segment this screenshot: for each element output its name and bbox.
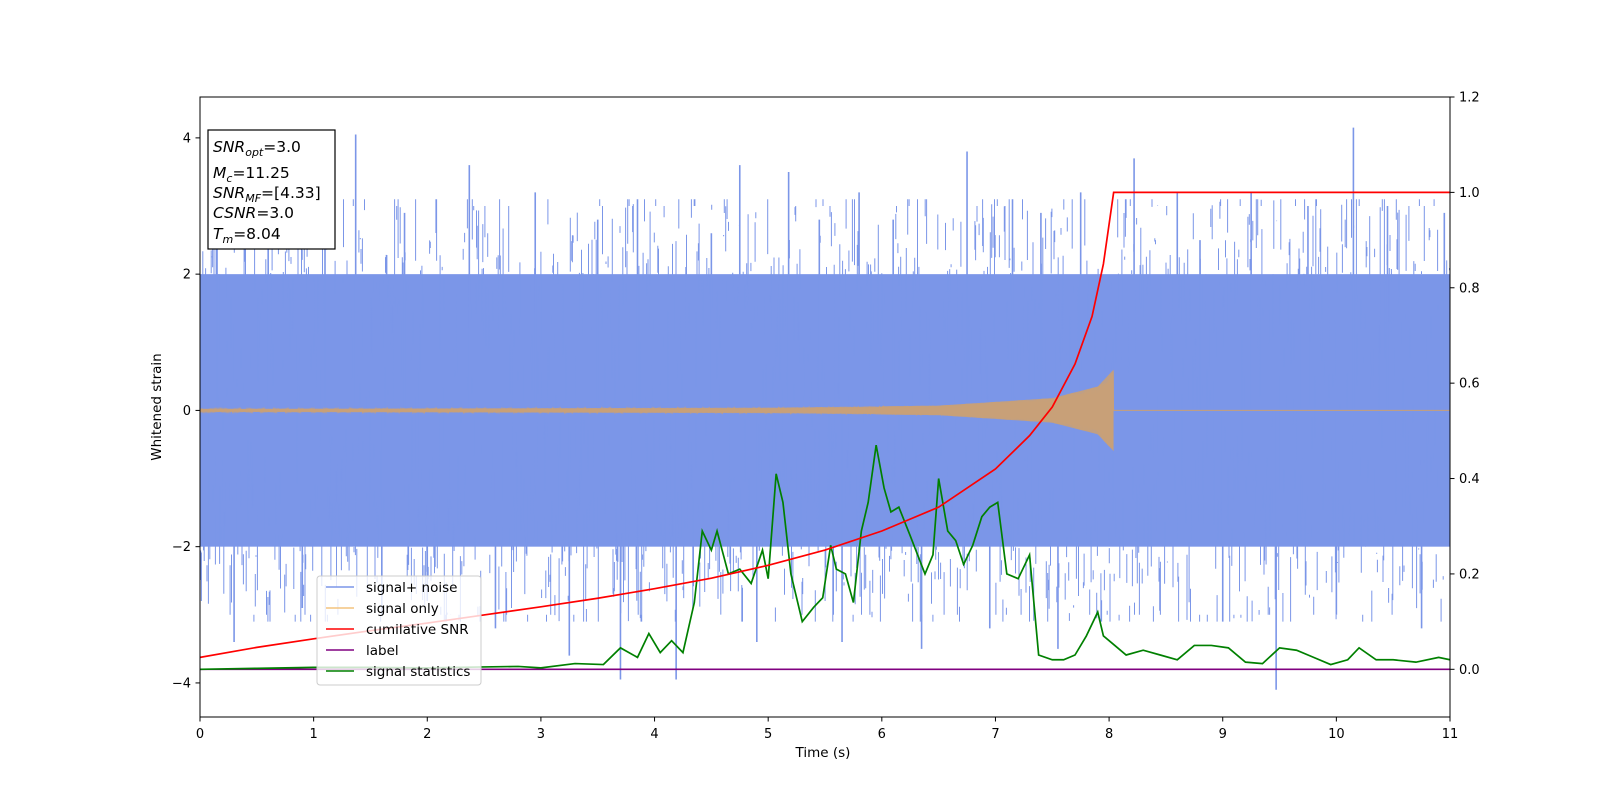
- right-y-tick-label-3: 0.6: [1459, 377, 1480, 392]
- legend: signal+ noise signal only cumilative SNR…: [316, 575, 482, 686]
- info-tm: Tm=8.04: [213, 225, 281, 246]
- info-box: SNRopt=3.0 Mc=11.25 SNRMF=[4.33] CSNR=3.…: [207, 129, 336, 250]
- x-tick-label-4: 4: [650, 727, 658, 742]
- right-y-tick-label-5: 0.2: [1459, 567, 1480, 582]
- x-tick-label-10: 10: [1328, 727, 1345, 742]
- x-tick-label-2: 2: [423, 727, 431, 742]
- right-y-tick-label-2: 0.8: [1459, 281, 1480, 296]
- x-tick-label-7: 7: [991, 727, 999, 742]
- noise-trace: [200, 199, 1450, 622]
- left-y-tick-label-0: 4: [183, 131, 191, 146]
- right-y-axis-ticks: 1.2 1.0 0.8 0.6 0.4 0.2 0.0: [1450, 91, 1480, 678]
- signal-only-trace: [200, 371, 1450, 449]
- x-tick-label-9: 9: [1219, 727, 1227, 742]
- legend-label-signal-only: signal only: [366, 601, 439, 617]
- info-mc: Mc=11.25: [213, 164, 290, 185]
- info-csnr: CSNR=3.0: [213, 204, 294, 222]
- legend-label-signal-statistics: signal statistics: [366, 664, 470, 680]
- left-y-axis-ticks: 4 2 0 −2 −4: [172, 131, 200, 691]
- signal-only-chirp-fill: [881, 369, 1114, 452]
- legend-frame: [316, 575, 482, 686]
- left-y-tick-label-2: 0: [183, 404, 191, 419]
- left-y-tick-label-4: −4: [172, 676, 191, 691]
- left-y-tick-label-3: −2: [172, 540, 191, 555]
- x-tick-label-5: 5: [764, 727, 772, 742]
- right-y-tick-label-4: 0.4: [1459, 472, 1480, 487]
- info-box-frame: [207, 129, 336, 250]
- x-axis-label: Time (s): [795, 745, 851, 761]
- right-y-tick-label-6: 0.0: [1459, 663, 1480, 678]
- y-axis-label: Whitened strain: [149, 353, 165, 460]
- signal-statistics-series: [200, 444, 1450, 671]
- x-axis-ticks: 0 1 2 3 4 5 6 7 8 9 10 11: [196, 717, 1458, 742]
- x-tick-label-8: 8: [1105, 727, 1113, 742]
- signal-statistics-line: [200, 444, 1450, 671]
- right-y-tick-label-0: 1.2: [1459, 91, 1480, 106]
- right-y-tick-label-1: 1.0: [1459, 186, 1480, 201]
- legend-label-signal-noise: signal+ noise: [366, 580, 457, 596]
- info-snr-opt: SNRopt=3.0: [213, 138, 301, 159]
- x-tick-label-1: 1: [309, 727, 317, 742]
- legend-label-cumulative-snr: cumilative SNR: [366, 622, 469, 638]
- x-tick-label-3: 3: [537, 727, 545, 742]
- signal-only-series: [200, 369, 1450, 452]
- x-tick-label-6: 6: [878, 727, 886, 742]
- x-tick-label-11: 11: [1442, 727, 1459, 742]
- plot-frame: [199, 96, 1451, 718]
- x-tick-label-0: 0: [196, 727, 204, 742]
- info-snr-mf: SNRMF=[4.33]: [213, 184, 321, 205]
- legend-label-label: label: [366, 643, 399, 659]
- left-y-tick-label-1: 2: [183, 268, 191, 283]
